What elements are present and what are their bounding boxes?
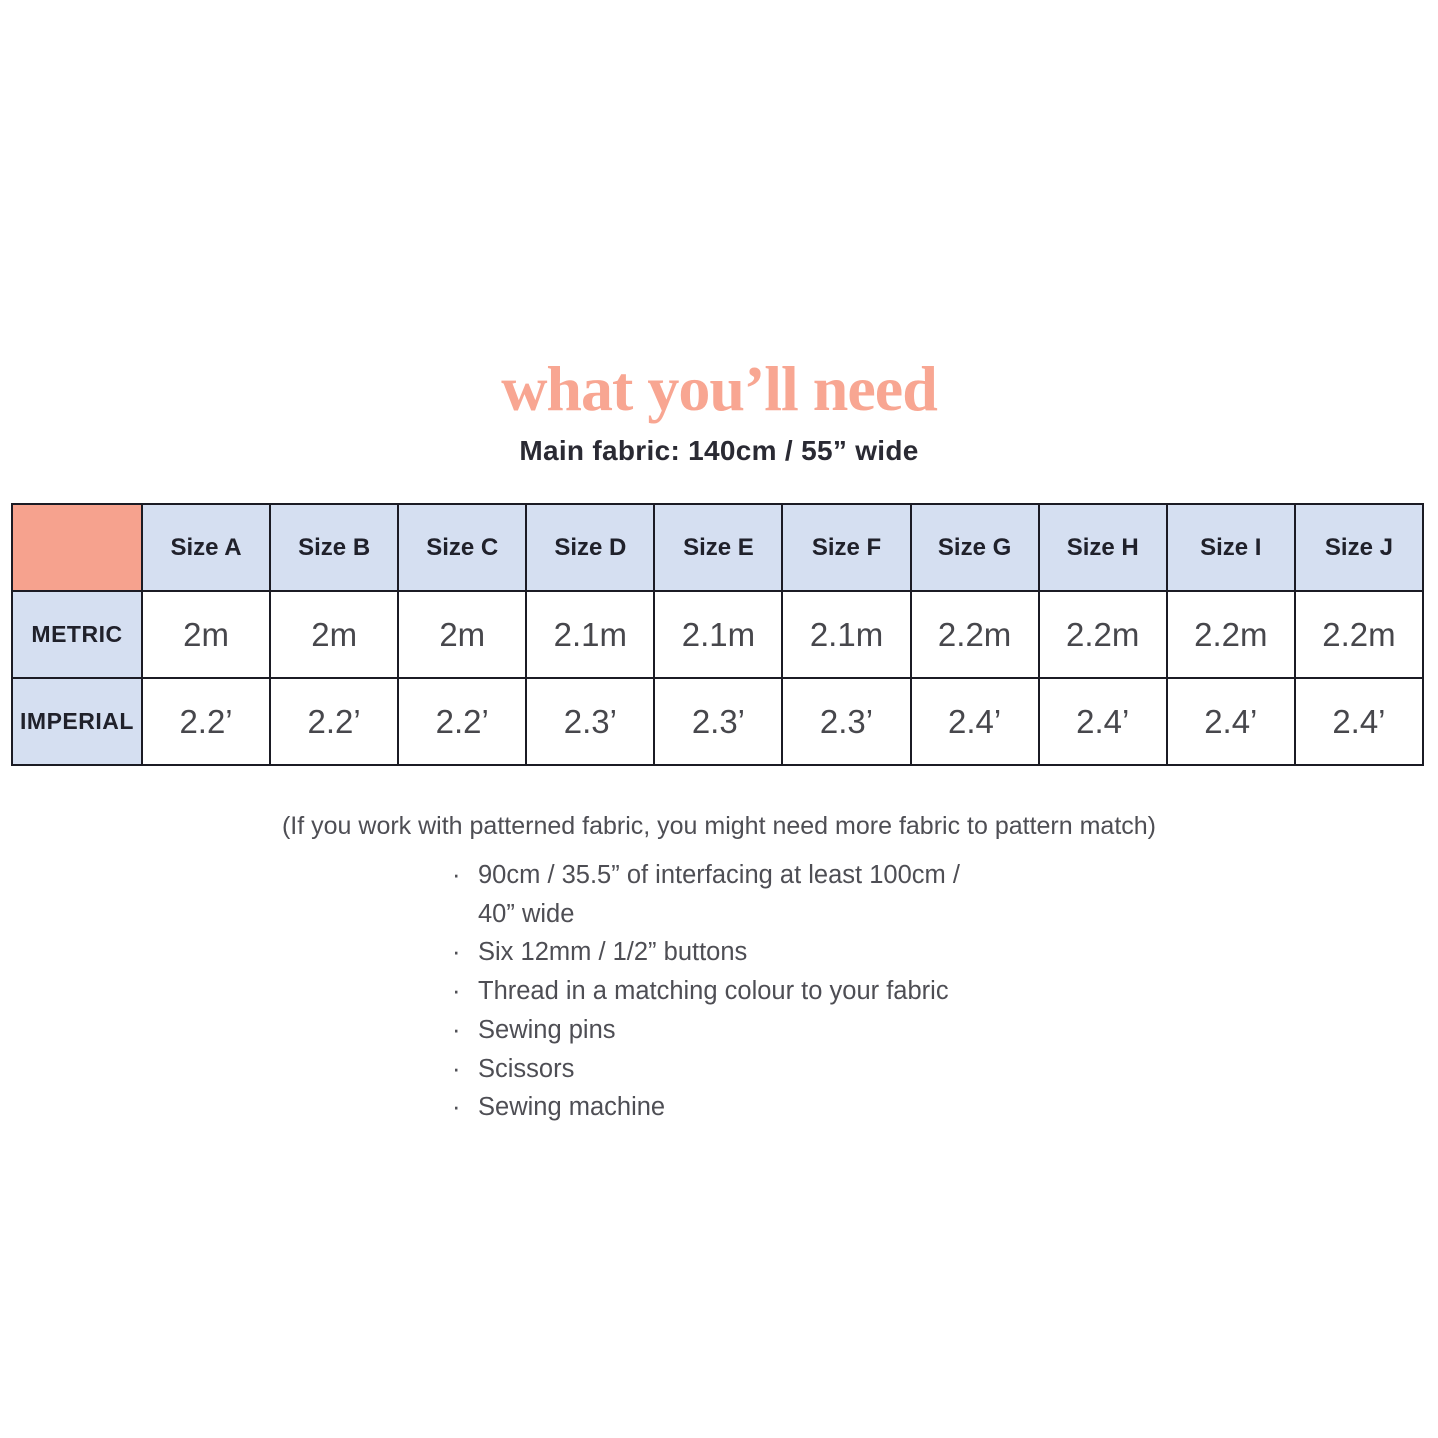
list-item-text: Scissors [478, 1054, 575, 1083]
bullet-icon: · [452, 977, 461, 1006]
table-row-metric: METRIC 2m 2m 2m 2.1m 2.1m 2.1m 2.2m 2.2m… [11, 590, 1425, 679]
metric-row-label: METRIC [11, 590, 143, 679]
metric-value-size-d: 2.1m [525, 590, 656, 679]
table-header-size-f: Size F [781, 503, 912, 592]
table-header-row: Size A Size B Size C Size D Size E Size … [11, 503, 1425, 592]
list-item-text: Sewing machine [478, 1093, 666, 1122]
table-header-size-i: Size I [1165, 503, 1296, 592]
list-item: · Sewing pins [452, 1011, 960, 1050]
bullet-icon: · [452, 1093, 461, 1122]
metric-value-size-j: 2.2m [1293, 590, 1425, 679]
table-header-size-j: Size J [1293, 503, 1425, 592]
metric-value-size-f: 2.1m [781, 590, 912, 679]
imperial-value-size-c: 2.2’ [397, 677, 528, 766]
table-header-size-h: Size H [1037, 503, 1168, 592]
list-item: · Thread in a matching colour to your fa… [452, 972, 960, 1011]
imperial-value-size-b: 2.2’ [269, 677, 400, 766]
imperial-value-size-g: 2.4’ [909, 677, 1040, 766]
imperial-row-label: IMPERIAL [11, 677, 143, 766]
list-item: · Six 12mm / 1/2” buttons [452, 933, 960, 972]
table-header-size-e: Size E [653, 503, 784, 592]
metric-value-size-i: 2.2m [1165, 590, 1296, 679]
list-item: · Scissors [452, 1050, 960, 1089]
fabric-requirements-table: Size A Size B Size C Size D Size E Size … [11, 503, 1425, 766]
imperial-value-size-e: 2.3’ [653, 677, 784, 766]
imperial-value-size-d: 2.3’ [525, 677, 656, 766]
table-header-size-a: Size A [140, 503, 272, 592]
table-corner-cell [11, 503, 143, 592]
page-title: what you’ll need [501, 353, 938, 424]
list-item: · 90cm / 35.5” of interfacing at least 1… [452, 856, 960, 933]
bullet-icon: · [452, 861, 461, 889]
page-subtitle: Main fabric: 140cm / 55” wide [519, 435, 919, 466]
list-item-text: 90cm / 35.5” of interfacing at least 100… [478, 861, 960, 928]
imperial-value-size-j: 2.4’ [1293, 677, 1425, 766]
metric-value-size-e: 2.1m [653, 590, 784, 679]
list-item-text: Thread in a matching colour to your fabr… [478, 977, 949, 1006]
metric-value-size-a: 2m [140, 590, 272, 679]
table-header-size-c: Size C [397, 503, 528, 592]
list-item-text: Six 12mm / 1/2” buttons [478, 938, 748, 967]
list-item: · Sewing machine [452, 1088, 960, 1127]
bullet-icon: · [452, 1054, 461, 1083]
pattern-match-note: (If you work with patterned fabric, you … [281, 812, 1156, 840]
metric-value-size-c: 2m [397, 590, 528, 679]
imperial-value-size-i: 2.4’ [1165, 677, 1296, 766]
imperial-value-size-h: 2.4’ [1037, 677, 1168, 766]
table-header-size-b: Size B [269, 503, 400, 592]
list-item-text: Sewing pins [478, 1015, 616, 1044]
imperial-value-size-f: 2.3’ [781, 677, 912, 766]
bullet-icon: · [452, 1015, 461, 1044]
table-row-imperial: IMPERIAL 2.2’ 2.2’ 2.2’ 2.3’ 2.3’ 2.3’ 2… [11, 677, 1425, 766]
table-header-size-d: Size D [525, 503, 656, 592]
metric-value-size-g: 2.2m [909, 590, 1040, 679]
metric-value-size-b: 2m [269, 590, 400, 679]
imperial-value-size-a: 2.2’ [140, 677, 272, 766]
bullet-icon: · [452, 938, 461, 967]
supplies-list: · 90cm / 35.5” of interfacing at least 1… [452, 856, 960, 1127]
table-header-size-g: Size G [909, 503, 1040, 592]
metric-value-size-h: 2.2m [1037, 590, 1168, 679]
